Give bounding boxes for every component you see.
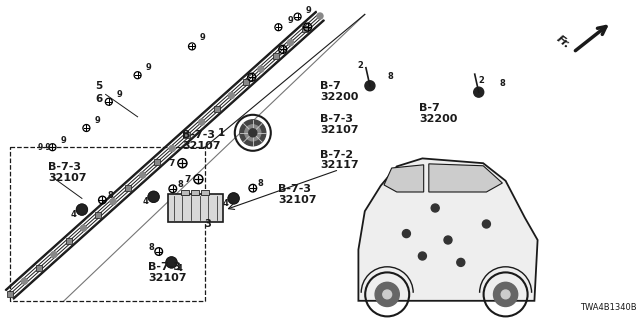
Polygon shape	[429, 164, 502, 192]
Bar	[36, 265, 42, 271]
Text: 8: 8	[258, 179, 263, 188]
Circle shape	[199, 119, 205, 125]
Text: 4: 4	[176, 264, 182, 273]
Circle shape	[76, 204, 88, 215]
Text: B-7-3
32107: B-7-3 32107	[278, 184, 317, 205]
Text: 8: 8	[148, 243, 154, 252]
Circle shape	[245, 125, 261, 141]
Bar	[66, 238, 72, 244]
Circle shape	[240, 120, 266, 146]
Bar	[154, 159, 161, 165]
Circle shape	[258, 66, 264, 72]
Bar	[243, 79, 249, 85]
Bar	[302, 26, 308, 32]
Bar	[125, 185, 131, 191]
Circle shape	[148, 191, 159, 202]
Text: 9-9: 9-9	[38, 143, 52, 152]
Text: 9: 9	[306, 6, 312, 15]
Circle shape	[51, 252, 57, 258]
Bar	[181, 190, 189, 195]
Text: 2: 2	[478, 76, 484, 85]
Text: 1: 1	[218, 128, 225, 138]
Text: B-7
32200: B-7 32200	[320, 81, 358, 102]
Bar	[6, 292, 13, 297]
Circle shape	[483, 220, 490, 228]
Text: 3: 3	[205, 219, 212, 229]
Text: B-7-3
32107: B-7-3 32107	[182, 130, 221, 151]
Circle shape	[403, 230, 410, 237]
Circle shape	[81, 225, 86, 231]
Text: 4: 4	[70, 210, 77, 219]
Circle shape	[474, 87, 484, 97]
Text: 9: 9	[116, 90, 122, 99]
Text: 8: 8	[178, 180, 183, 189]
Text: 9: 9	[288, 16, 294, 25]
Bar	[201, 190, 209, 195]
Circle shape	[110, 199, 116, 204]
Text: 9: 9	[146, 63, 152, 72]
Circle shape	[317, 13, 323, 19]
Text: B-7-3
32107: B-7-3 32107	[148, 262, 187, 283]
Circle shape	[365, 81, 375, 91]
Text: 7: 7	[168, 159, 174, 168]
Text: 4: 4	[223, 199, 229, 208]
Text: 9: 9	[200, 33, 205, 42]
Bar	[273, 53, 278, 59]
Circle shape	[228, 92, 234, 99]
Text: 2: 2	[357, 61, 364, 70]
Circle shape	[431, 204, 439, 212]
Circle shape	[228, 193, 239, 204]
Text: B-7
32200: B-7 32200	[419, 103, 458, 124]
Bar	[168, 194, 223, 222]
Text: Fr.: Fr.	[554, 34, 572, 51]
Text: 9: 9	[61, 136, 67, 145]
Circle shape	[169, 146, 175, 152]
Circle shape	[383, 290, 392, 299]
Text: 9: 9	[95, 116, 100, 125]
Text: B-7-3
32107: B-7-3 32107	[320, 115, 358, 135]
Circle shape	[444, 236, 452, 244]
Text: 6: 6	[95, 94, 103, 104]
Bar	[95, 212, 101, 218]
Text: 4: 4	[143, 197, 149, 206]
Bar	[214, 106, 220, 112]
Circle shape	[419, 252, 426, 260]
Text: 8: 8	[388, 72, 393, 81]
Text: TWA4B1340B: TWA4B1340B	[580, 303, 637, 312]
Circle shape	[375, 282, 399, 307]
Bar	[10, 147, 205, 301]
Circle shape	[457, 258, 465, 266]
Circle shape	[140, 172, 146, 178]
Bar	[191, 190, 199, 195]
Text: B-7-2
32117: B-7-2 32117	[320, 150, 358, 171]
Circle shape	[166, 257, 177, 268]
Polygon shape	[384, 165, 424, 192]
Text: B-7-3
32107: B-7-3 32107	[48, 163, 86, 183]
Circle shape	[287, 39, 293, 45]
Circle shape	[249, 129, 257, 137]
Text: 8: 8	[108, 191, 113, 200]
Bar	[184, 132, 190, 138]
Text: 8: 8	[500, 79, 505, 88]
Circle shape	[21, 278, 28, 284]
Text: 7: 7	[184, 175, 191, 184]
Text: 5: 5	[95, 81, 103, 92]
Circle shape	[493, 282, 518, 307]
Circle shape	[501, 290, 510, 299]
Polygon shape	[358, 158, 538, 301]
